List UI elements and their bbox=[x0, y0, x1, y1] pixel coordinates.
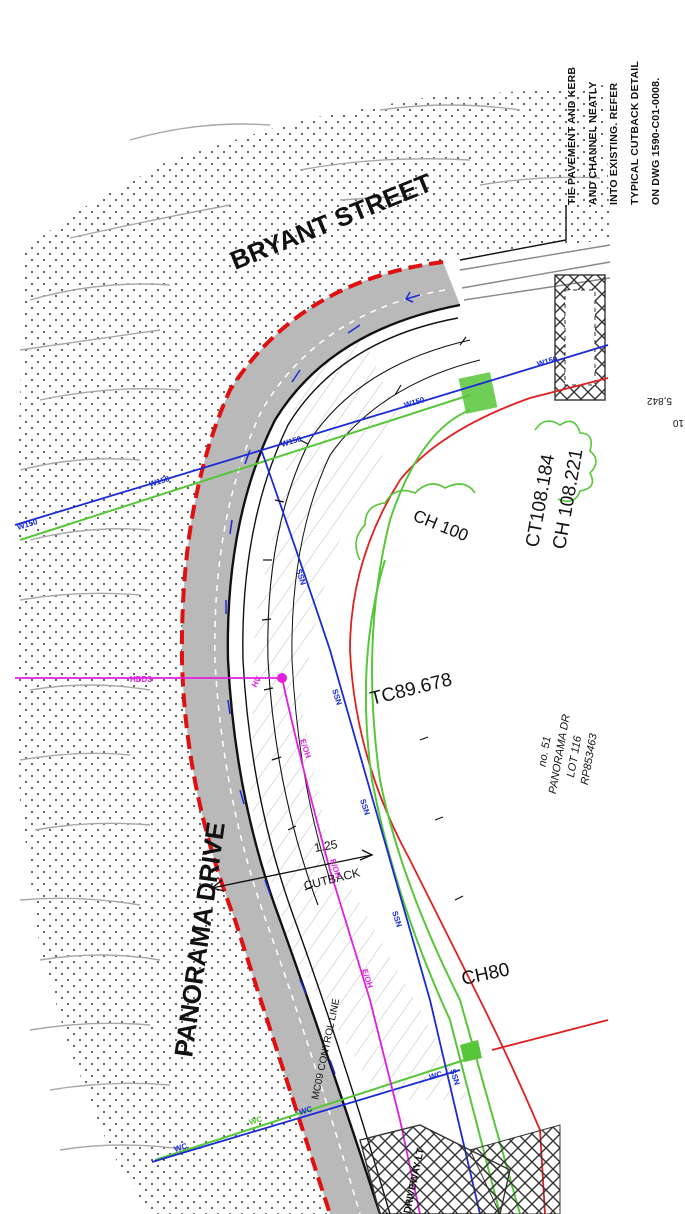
cutback-limit-line bbox=[179, 260, 444, 1214]
green-label: WC bbox=[248, 1114, 264, 1127]
sewer-label-4: SSN bbox=[390, 910, 404, 929]
tree-canopy bbox=[534, 420, 597, 502]
existing-contours bbox=[19, 104, 601, 1151]
comms-label-3: WC bbox=[428, 1069, 444, 1082]
chainage-ch80: CH80 bbox=[460, 959, 512, 990]
comms-label-1: WC bbox=[173, 1141, 189, 1154]
hv-pit-marker bbox=[277, 673, 287, 683]
note-line-2: AND CHANNEL NEATLY bbox=[587, 81, 599, 205]
survey-ticks bbox=[261, 336, 467, 901]
water-main-lines bbox=[14, 344, 609, 1214]
edge-text-b: 10 bbox=[672, 417, 684, 428]
green-pit-1 bbox=[458, 372, 498, 414]
lot-description: no. 51 PANORAMA DR LOT 116 RP853463 bbox=[536, 713, 599, 795]
green-utility-lines bbox=[19, 394, 521, 1214]
magenta-utility-lines bbox=[15, 677, 421, 1214]
note-line-3: INTO EXISTING. REFER bbox=[608, 83, 620, 205]
chainage-tc: TC89.678 bbox=[368, 669, 454, 710]
comms-label-2: WC bbox=[298, 1104, 314, 1117]
tie-in-note: TIE PAVEMENT AND KERB AND CHANNEL NEATLY… bbox=[566, 61, 662, 205]
note-line-5: ON DWG 1590-C01-0008. bbox=[650, 78, 662, 205]
road-centre-dashes bbox=[214, 289, 446, 1214]
verge-hatch bbox=[250, 330, 470, 1100]
note-line-4: TYPICAL CUTBACK DETAIL bbox=[629, 61, 641, 205]
chainage-ch100: CH 100 bbox=[411, 506, 472, 545]
water-label-4: W150 bbox=[403, 395, 426, 410]
note-line-1: TIE PAVEMENT AND KERB bbox=[566, 67, 578, 205]
lot-line-1: no. 51 bbox=[536, 735, 553, 767]
hdd-label: HDD3 bbox=[130, 675, 152, 684]
road-reserve-area bbox=[15, 85, 610, 1214]
note-leader-line bbox=[459, 205, 567, 261]
flow-arrows bbox=[225, 291, 421, 1075]
sewer-label-3: SSN bbox=[358, 798, 372, 817]
kerb-lines bbox=[226, 303, 481, 1214]
cutback-width: 1.25 bbox=[313, 837, 339, 855]
edge-text-a: 5,842 bbox=[647, 395, 672, 406]
cutback-dimension bbox=[210, 849, 374, 892]
